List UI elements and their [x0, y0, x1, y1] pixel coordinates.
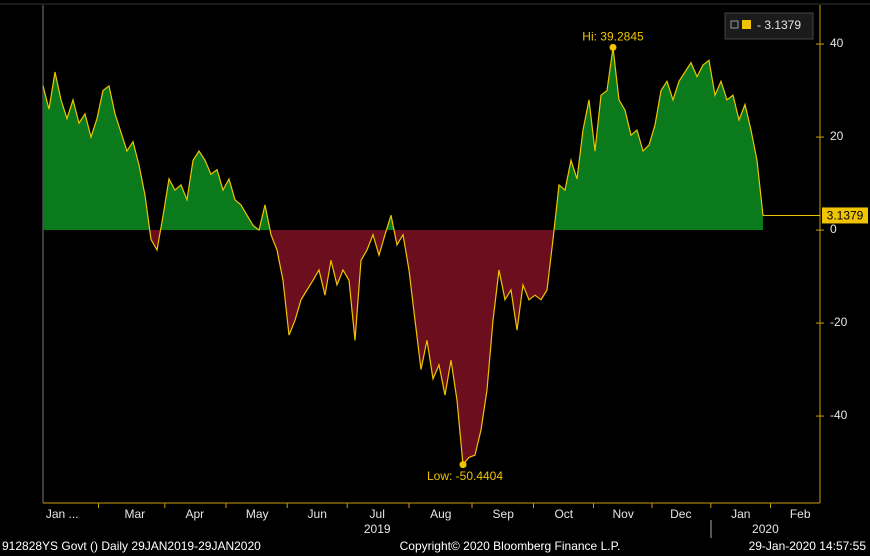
- legend-box: [724, 12, 814, 40]
- x-tick-label: Oct: [554, 507, 573, 521]
- x-tick-label: May: [246, 507, 269, 521]
- x-tick-label: Nov: [613, 507, 634, 521]
- legend-toggle[interactable]: [730, 20, 739, 29]
- footer-left: 912828YS Govt () Daily 29JAN2019-29JAN20…: [2, 539, 261, 553]
- y-tick-label: 20: [830, 129, 844, 143]
- footer-right: 29-Jan-2020 14:57:55: [749, 539, 867, 553]
- last-value-label: 3.1379: [827, 209, 864, 223]
- area-positive: [43, 47, 763, 231]
- x-tick-label: Jul: [370, 507, 385, 521]
- x-tick-label: Jan ...: [46, 507, 79, 521]
- legend-swatch: [742, 20, 751, 29]
- high-marker: [609, 43, 617, 51]
- x-tick-label: Apr: [185, 507, 204, 521]
- x-tick-label: Feb: [790, 507, 811, 521]
- x-tick-label: Sep: [493, 507, 515, 521]
- legend-label: - 3.1379: [757, 18, 801, 32]
- x-tick-label: Jan: [731, 507, 750, 521]
- area-negative: [149, 230, 555, 465]
- x-tick-label: Dec: [670, 507, 691, 521]
- x-tick-label: Mar: [124, 507, 145, 521]
- high-label: Hi: 39.2845: [582, 30, 644, 44]
- y-tick-label: -40: [830, 408, 848, 422]
- footer-center: Copyright© 2020 Bloomberg Finance L.P.: [400, 539, 621, 553]
- line: [42, 47, 764, 467]
- x-tick-label: Aug: [430, 507, 451, 521]
- low-label: Low: -50.4404: [427, 469, 503, 483]
- y-tick-label: -20: [830, 315, 848, 329]
- y-tick-label: 40: [830, 36, 844, 50]
- year-label: 2020: [752, 522, 779, 536]
- low-marker: [459, 461, 467, 469]
- y-tick-label: 0: [830, 222, 837, 236]
- last-value-tag: [822, 207, 868, 224]
- x-tick-label: Jun: [308, 507, 327, 521]
- year-label: 2019: [364, 522, 391, 536]
